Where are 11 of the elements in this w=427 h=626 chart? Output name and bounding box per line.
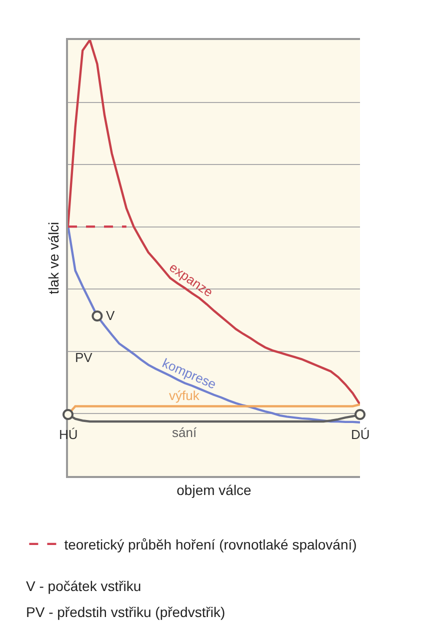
- x-axis-title: objem válce: [176, 482, 252, 498]
- annotation: V: [106, 308, 115, 323]
- annotation: PV: [75, 350, 93, 365]
- y-axis-title: tlak ve válci: [45, 222, 62, 294]
- annotation: DÚ: [351, 427, 370, 442]
- series-label: výfuk: [169, 388, 200, 403]
- text: PV - předstih vstřiku (předvstřik): [26, 604, 226, 620]
- text: V - počátek vstřiku: [26, 578, 142, 594]
- legend-label: teoretický průběh hoření (rovnotlaké spalování): [64, 536, 357, 552]
- annotation: HÚ: [59, 427, 78, 442]
- series-label: sání: [172, 425, 197, 440]
